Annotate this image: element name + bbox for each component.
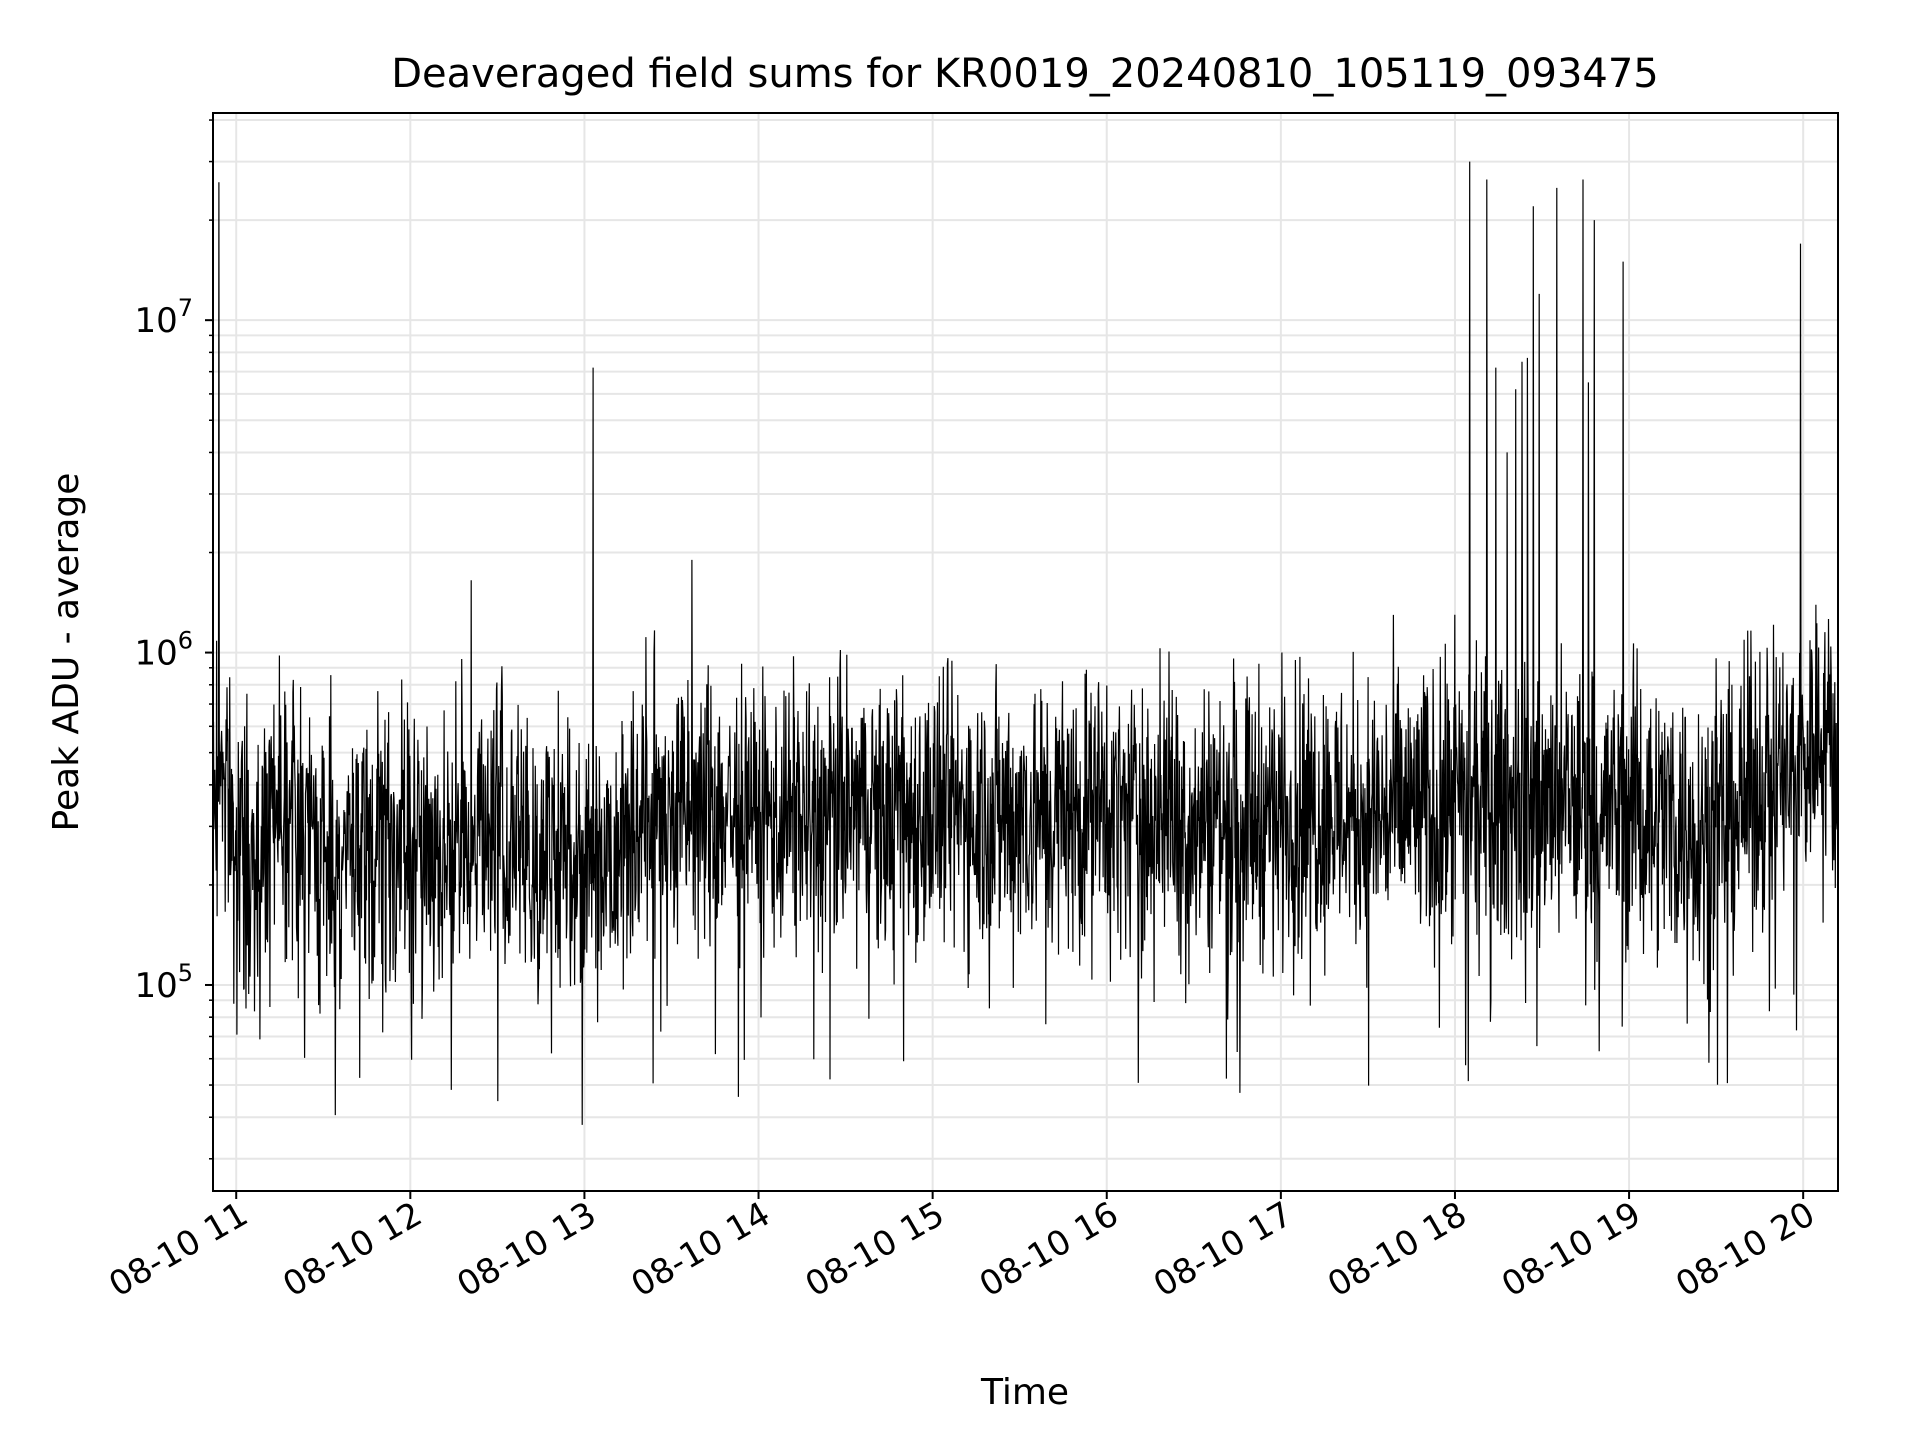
series-layer bbox=[213, 161, 1838, 1125]
y-tick-label: 105 bbox=[134, 959, 193, 1006]
grid bbox=[213, 113, 1838, 1191]
chart-title: Deaveraged field sums for KR0019_2024081… bbox=[391, 51, 1659, 97]
y-tick-label: 106 bbox=[134, 627, 193, 674]
series-line bbox=[213, 161, 1838, 1125]
y-axis-label: Peak ADU - average bbox=[46, 473, 87, 832]
x-axis-label: Time bbox=[980, 1372, 1069, 1413]
y-tick-label: 107 bbox=[134, 294, 193, 341]
